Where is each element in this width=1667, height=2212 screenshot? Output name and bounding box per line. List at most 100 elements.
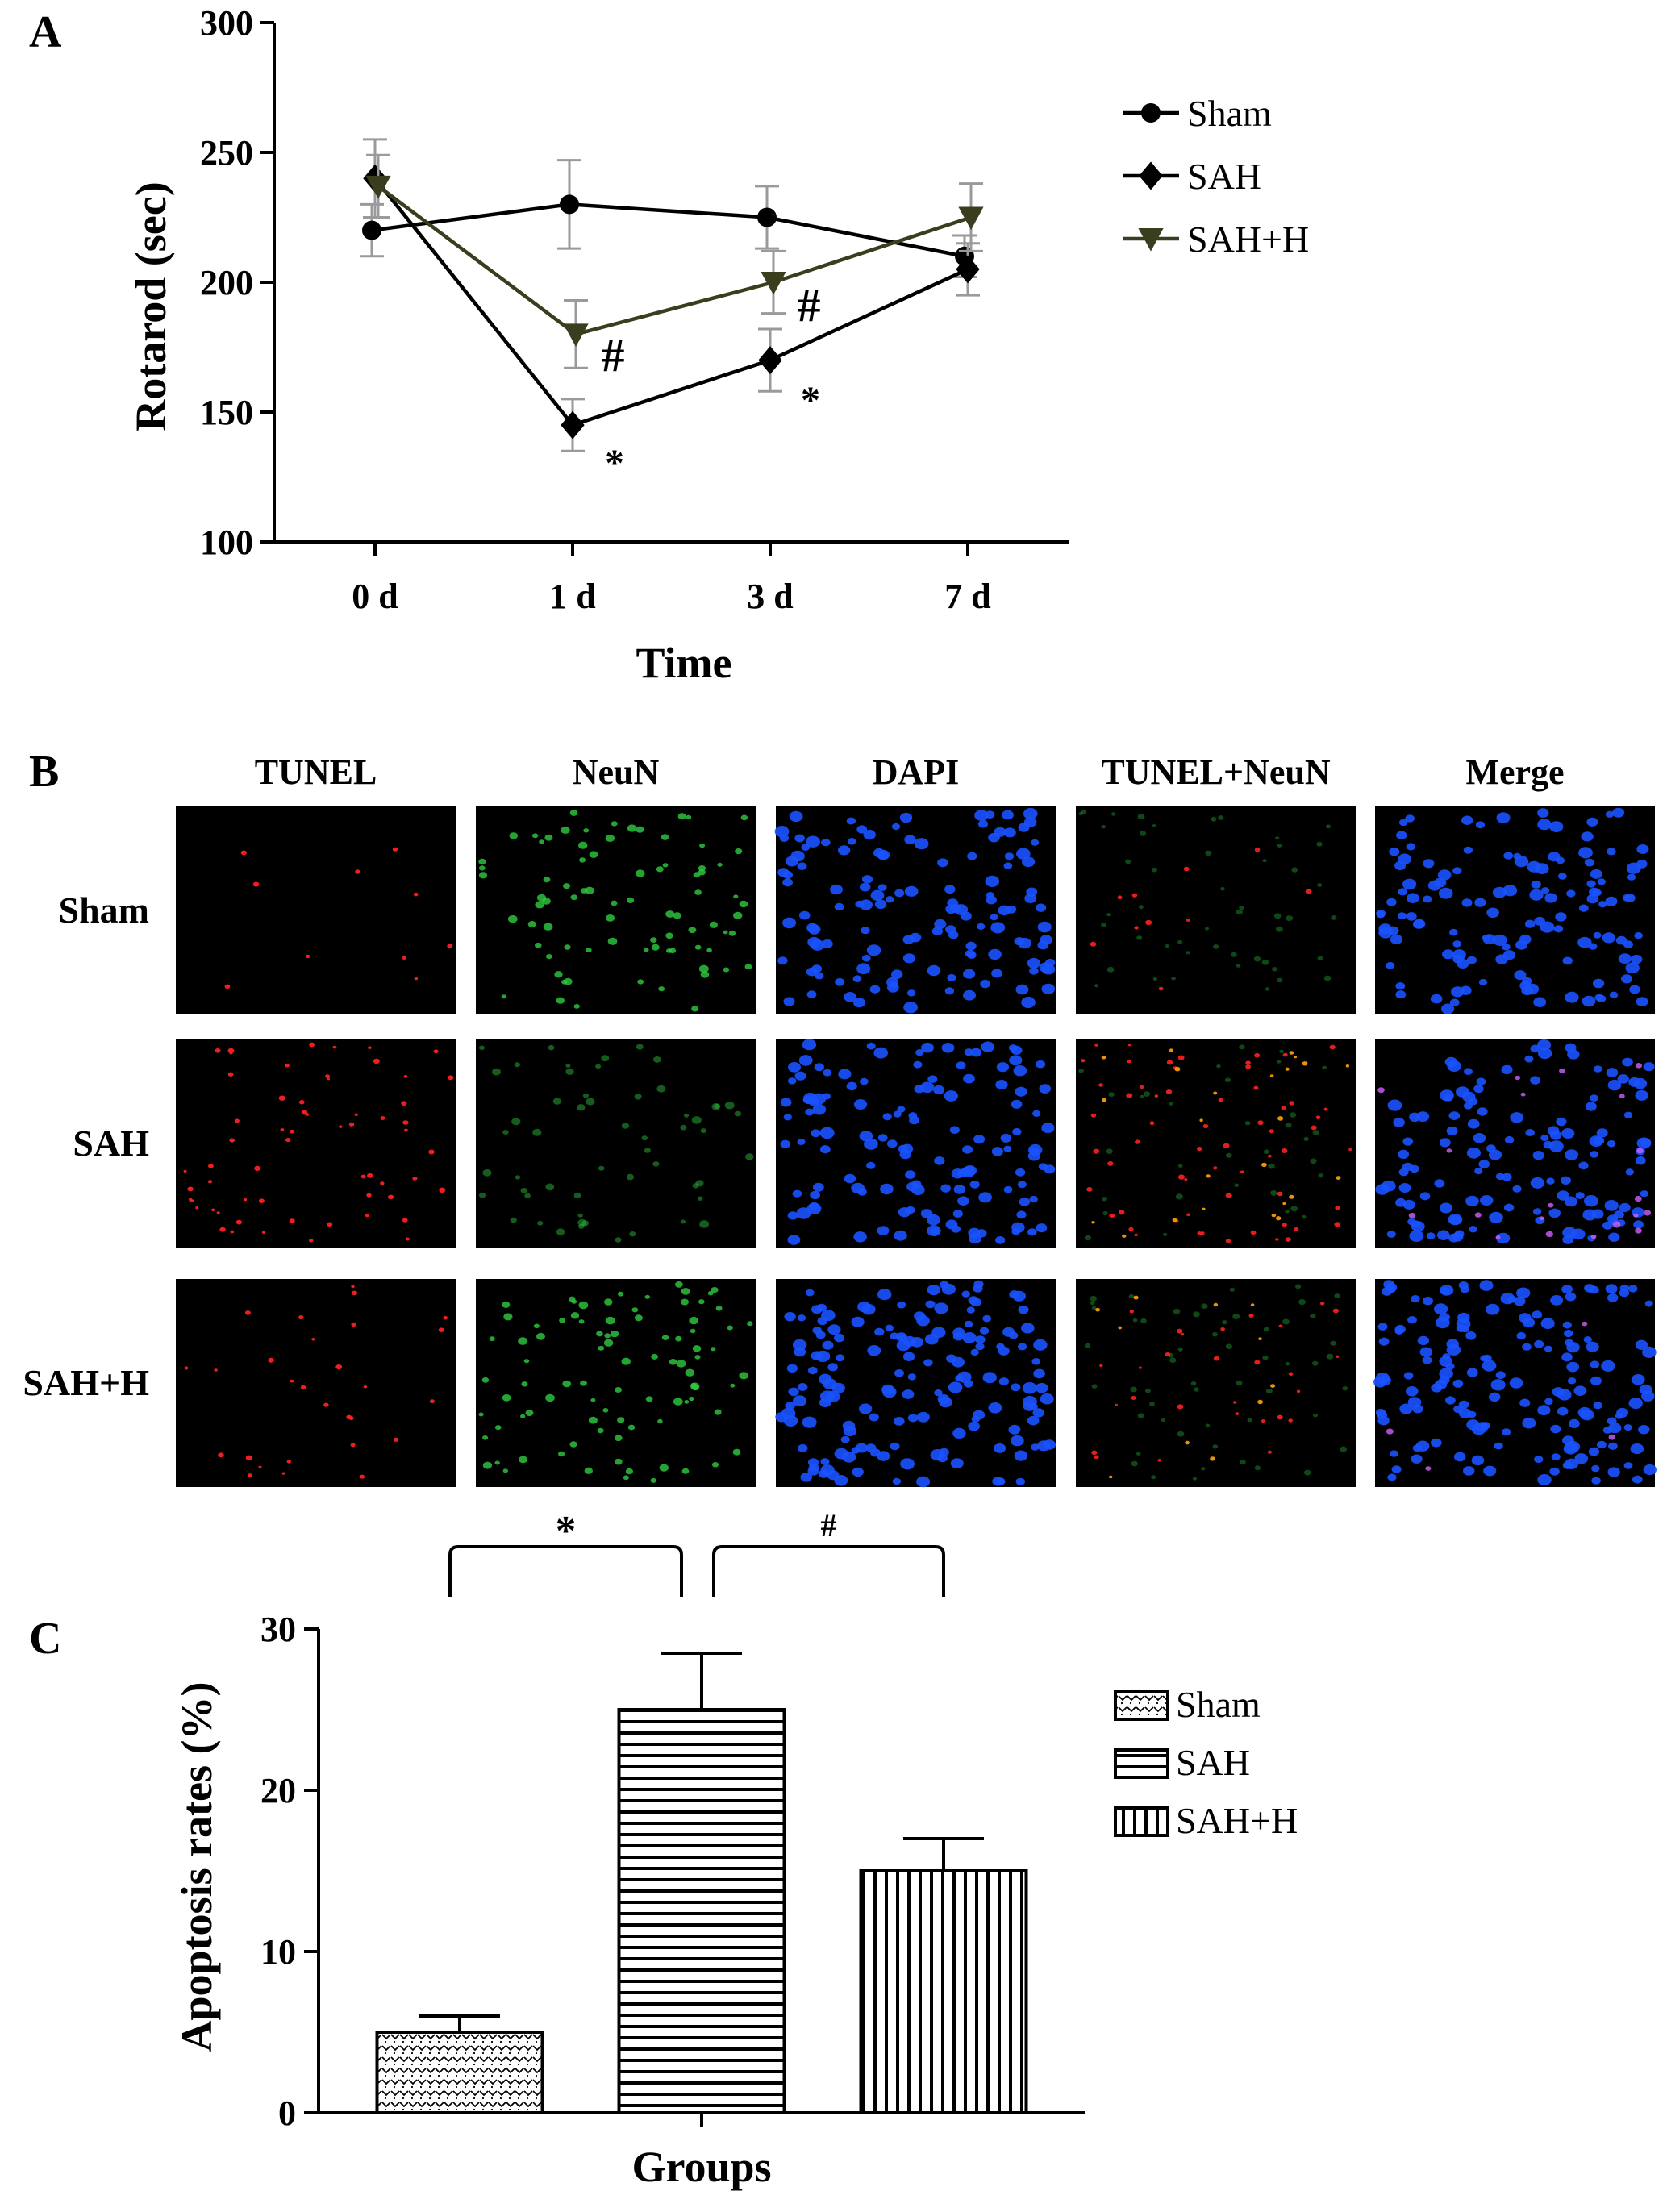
panel-b-cell-dot xyxy=(1011,1099,1023,1109)
panel-a-letter: A xyxy=(29,7,62,57)
panel-b-tile-sah-h-tunel xyxy=(176,1279,456,1487)
panel-b-cell-dot xyxy=(1441,1003,1455,1014)
panel-b-cell-dot xyxy=(836,1354,845,1362)
panel-b-cell-dot xyxy=(1151,867,1158,873)
panel-b-cell-dot xyxy=(301,1110,308,1115)
panel-b-cell-dot xyxy=(1538,1048,1552,1060)
panel-b-micrograph-grid: TUNEL NeuN DAPI TUNEL+NeuN Merge Sham SAH SAH+… xyxy=(23,752,1657,1488)
panel-b-cell-dot xyxy=(1644,1300,1653,1307)
panel-b-cell-dot xyxy=(1213,1166,1218,1170)
panel-b-cell-dot xyxy=(801,844,811,851)
panel-a-y-tick-label: 200 xyxy=(200,263,253,302)
panel-b-cell-dot xyxy=(1632,1475,1643,1484)
panel-b-cell-dot xyxy=(694,1355,701,1360)
panel-b-cell-dot xyxy=(811,939,825,951)
panel-b-cell-dot xyxy=(1550,1295,1564,1306)
panel-b-cell-dot xyxy=(211,1208,215,1212)
panel-b-cell-dot xyxy=(1250,1230,1257,1235)
panel-b-cell-dot xyxy=(601,1055,610,1062)
panel-b-cell-dot xyxy=(858,1403,873,1414)
panel-b-cell-dot xyxy=(952,1327,965,1338)
panel-b-cell-dot xyxy=(1466,1368,1478,1377)
panel-b-cell-dot xyxy=(856,963,871,975)
panel-b-cell-dot xyxy=(1561,1176,1571,1185)
panel-b-cell-dot xyxy=(810,1190,820,1200)
panel-b-cell-dot xyxy=(962,1332,977,1343)
panel-b-cell-dot xyxy=(1090,1295,1098,1302)
panel-b-cell-dot xyxy=(1398,853,1411,864)
panel-b-cell-dot xyxy=(1474,1168,1483,1175)
panel-b-cell-dot xyxy=(1596,1128,1608,1138)
panel-b-cell-dot xyxy=(1642,1346,1657,1358)
panel-b-cell-dot xyxy=(1012,1290,1026,1302)
panel-b-cell-dot xyxy=(1094,984,1099,988)
panel-b-cell-dot xyxy=(1172,1218,1177,1223)
panel-b-cell-dot xyxy=(1289,1101,1294,1106)
panel-b-cell-dot xyxy=(1184,1178,1188,1181)
panel-b-cell-dot xyxy=(991,969,1002,978)
panel-b-cell-dot xyxy=(870,1448,881,1457)
panel-b-cell-dot xyxy=(235,1118,240,1123)
panel-b-cell-dot xyxy=(684,1400,690,1404)
panel-b-cell-dot xyxy=(290,1129,294,1134)
panel-b-cell-dot xyxy=(1502,1428,1511,1436)
panel-b-cell-dot xyxy=(1635,1156,1646,1165)
panel-c-significance-brackets: * # xyxy=(448,1507,945,1597)
panel-b-cell-dot xyxy=(864,1138,878,1150)
panel-b-cell-dot xyxy=(614,1458,623,1465)
panel-b-cell-dot xyxy=(1557,1190,1569,1201)
panel-b-cell-dot xyxy=(556,1228,565,1235)
panel-b-cell-dot xyxy=(1412,919,1425,929)
panel-b-cell-dot xyxy=(815,972,824,980)
panel-b-cell-dot xyxy=(559,1318,566,1323)
panel-b-cell-dot xyxy=(827,1363,838,1372)
panel-b-cell-dot xyxy=(1590,1094,1598,1102)
panel-b-cell-dot xyxy=(1294,1227,1299,1231)
panel-b-cell-dot xyxy=(1312,1130,1319,1135)
panel-b-cell-dot xyxy=(1233,1401,1237,1404)
panel-b-cell-dot xyxy=(1017,1181,1027,1189)
panel-c-y-axis-label: Apoptosis rates (%) xyxy=(173,1682,221,2052)
panel-b-cell-dot xyxy=(207,1180,213,1184)
panel-b-cell-dot xyxy=(1417,1335,1430,1346)
panel-b-cell-dot xyxy=(787,1211,798,1220)
panel-b-cell-dot xyxy=(1464,1102,1473,1110)
panel-b-cell-dot xyxy=(1282,1202,1286,1206)
panel-b-cell-dot xyxy=(970,1048,982,1057)
panel-c-bar-sah xyxy=(617,1652,786,2114)
panel-b-cell-dot xyxy=(739,900,748,908)
panel-b-tile-background xyxy=(1076,1039,1356,1248)
panel-b-cell-dot xyxy=(1640,1190,1649,1198)
panel-b-cell-dot xyxy=(1261,959,1269,965)
panel-b-cell-dot xyxy=(518,1337,528,1345)
panel-b-cell-dot xyxy=(1578,1161,1589,1170)
panel-b-cell-dot xyxy=(1548,1202,1554,1208)
panel-b-cell-dot xyxy=(1502,950,1516,960)
panel-b-cell-dot xyxy=(915,1049,924,1056)
panel-b-cell-dot xyxy=(1197,1147,1202,1152)
panel-b-cell-dot xyxy=(1534,1456,1544,1464)
panel-b-cell-dot xyxy=(348,1416,354,1421)
panel-b-cell-dot xyxy=(1004,852,1015,860)
panel-b-cell-dot xyxy=(723,967,730,973)
panel-b-tile-sah-neun xyxy=(476,1039,756,1248)
panel-b-cell-dot xyxy=(931,927,944,935)
panel-b-cell-dot xyxy=(1464,1068,1473,1075)
panel-b-cell-dot xyxy=(790,850,805,862)
panel-b-cell-dot xyxy=(583,828,590,833)
panel-b-cell-dot xyxy=(690,1382,697,1387)
panel-b-cell-dot xyxy=(1171,976,1176,981)
panel-b-cell-dot xyxy=(1137,813,1145,820)
panel-b-cell-dot xyxy=(886,982,899,993)
panel-b-cell-dot xyxy=(325,1074,330,1078)
panel-c-significance-mark: # xyxy=(821,1507,837,1543)
panel-b-cell-dot xyxy=(278,1095,285,1101)
panel-b-cell-dot xyxy=(1257,1120,1264,1126)
panel-b-cell-dot xyxy=(1220,1327,1225,1331)
panel-b-cell-dot xyxy=(952,1210,963,1218)
panel-b-cell-dot xyxy=(412,1177,418,1181)
panel-b-cell-dot xyxy=(1426,1232,1436,1239)
panel-b-cell-dot xyxy=(1546,1177,1555,1185)
panel-b-cell-dot xyxy=(1577,936,1592,948)
panel-b-cell-dot xyxy=(1531,880,1541,889)
